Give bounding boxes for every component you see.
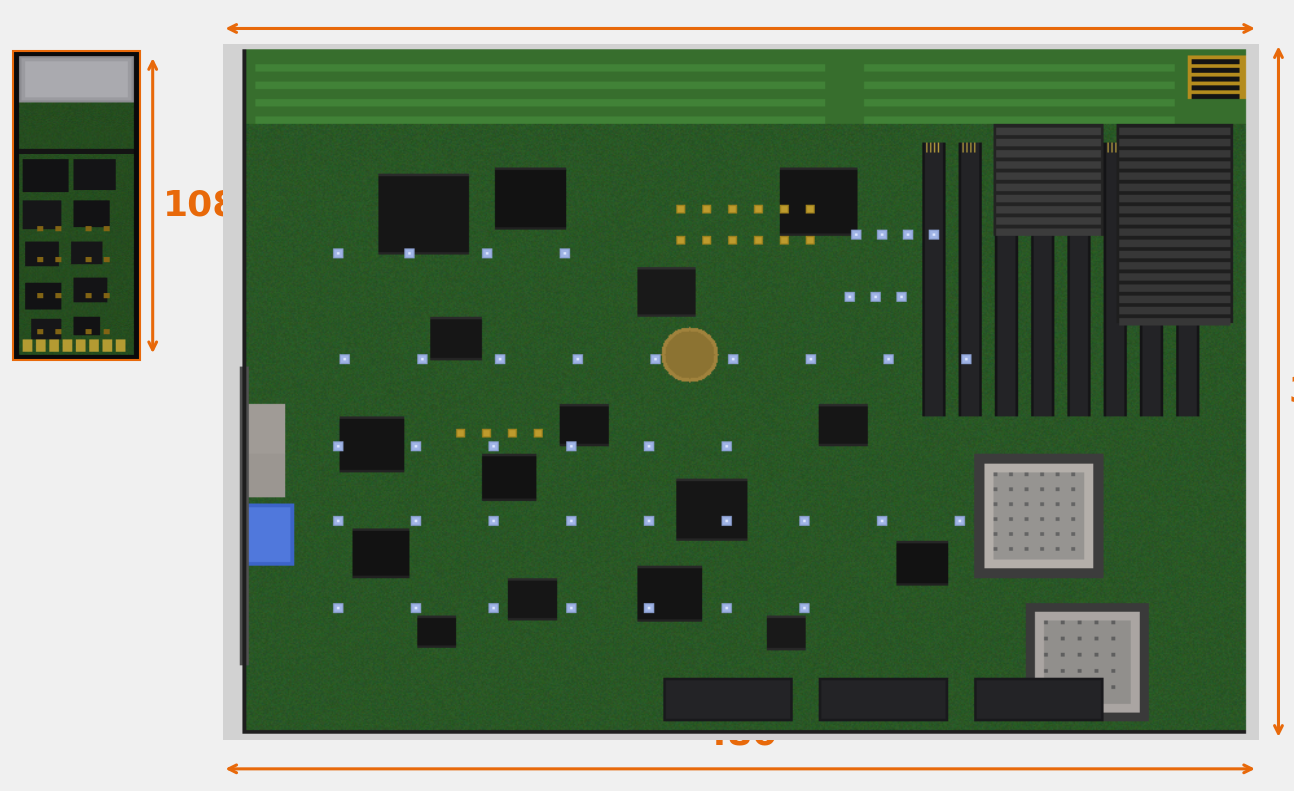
Text: 480: 480 xyxy=(703,717,778,751)
Text: 108: 108 xyxy=(163,189,238,222)
Bar xyxy=(13,51,140,360)
Text: 500: 500 xyxy=(703,46,778,80)
Text: 370: 370 xyxy=(1289,375,1294,408)
